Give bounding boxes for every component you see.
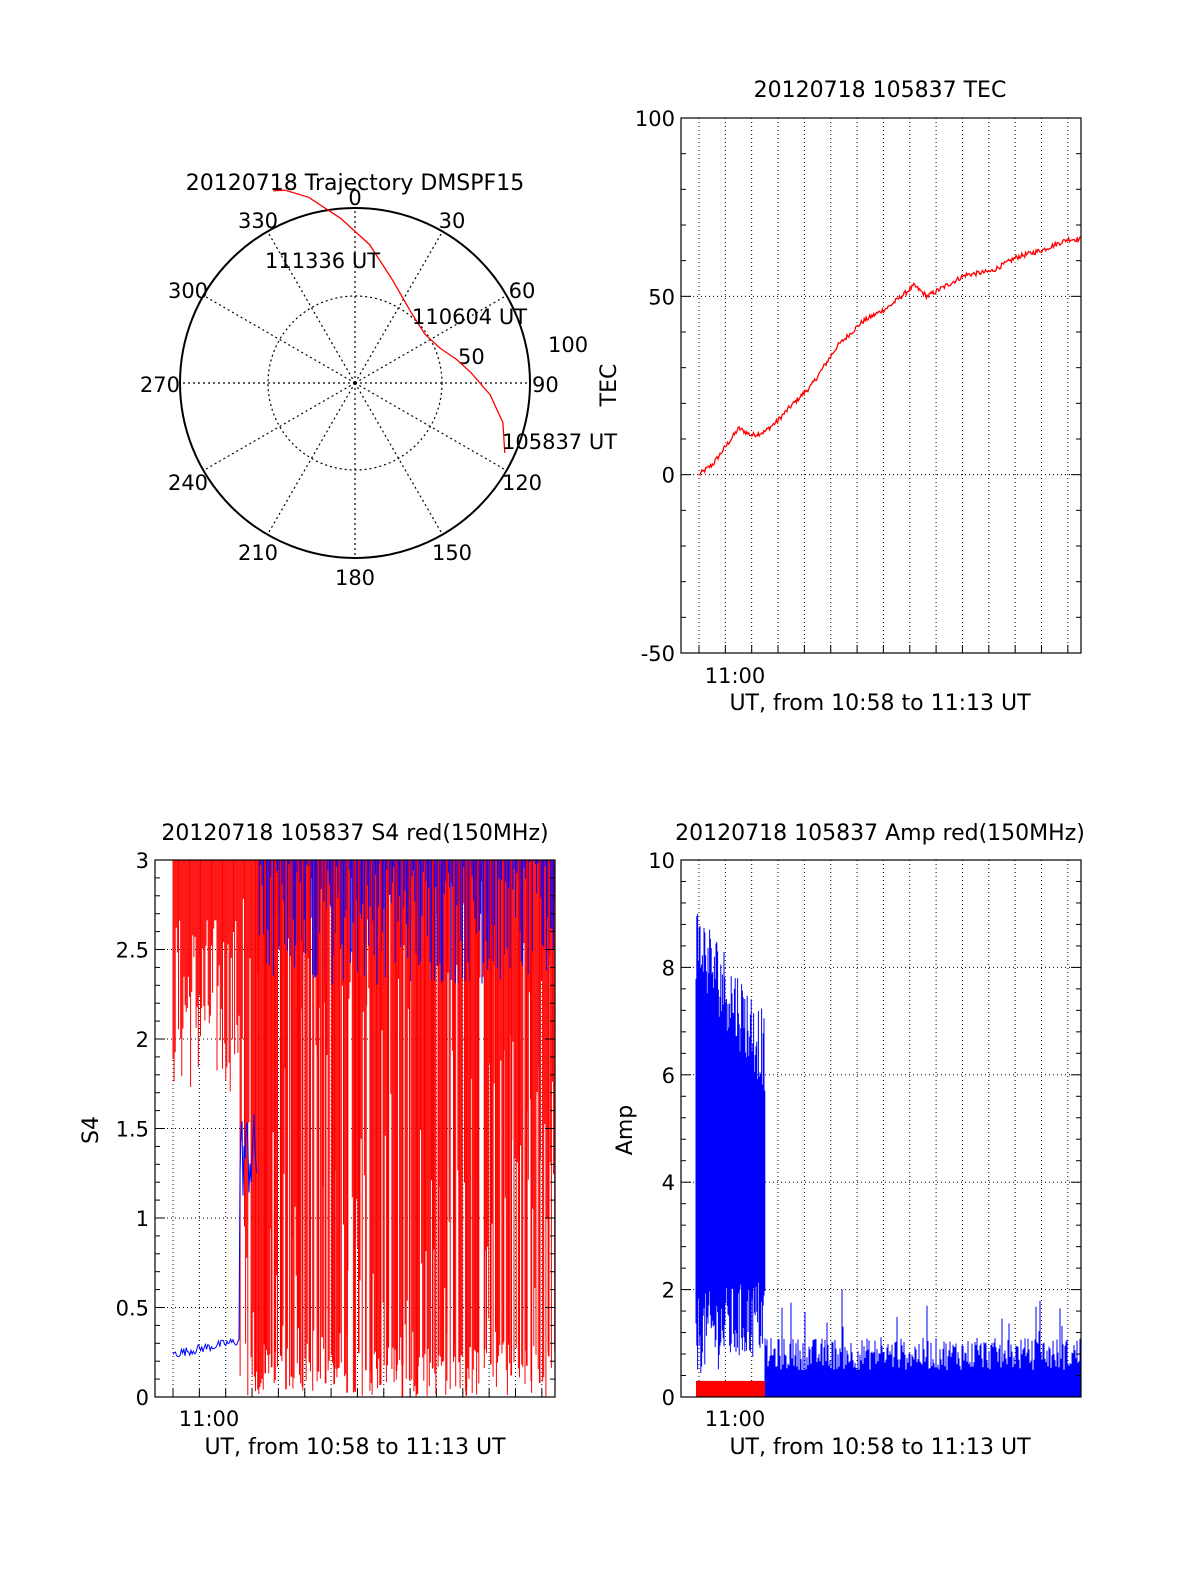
polar-panel: 20120718 Trajectory DMSPF15 0 30 60 90 120 15… xyxy=(140,171,617,590)
amp-y-ticks: 10 8 6 4 2 0 xyxy=(648,849,1081,1410)
polar-azimuth-label-300: 300 xyxy=(168,279,208,303)
y-tick-label: 2 xyxy=(662,1279,675,1303)
y-tick-label: 1 xyxy=(136,1207,149,1231)
s4-blue-low xyxy=(172,1113,258,1358)
tec-x-tick-label: 11:00 xyxy=(705,664,766,688)
amp-blue-trace xyxy=(695,913,1081,1397)
s4-title: 20120718 105837 S4 red(150MHz) xyxy=(161,821,548,846)
amp-red-trace xyxy=(696,1380,765,1397)
polar-azimuth-labels: 0 30 60 90 120 150 180 210 240 270 300 330 xyxy=(140,186,559,590)
y-tick-label: 2 xyxy=(136,1028,149,1052)
polar-spoke-150 xyxy=(354,382,444,535)
s4-blue-series xyxy=(172,860,556,1397)
polar-azimuth-label-180: 180 xyxy=(335,566,375,590)
amp-plot-frame xyxy=(680,859,1082,1398)
y-tick-label: 50 xyxy=(648,285,675,309)
polar-azimuth-label-120: 120 xyxy=(502,471,542,495)
tec-y-ticks: 100 50 0 -50 xyxy=(635,107,1081,666)
polar-azimuth-label-90: 90 xyxy=(532,373,559,397)
polar-spoke-330 xyxy=(266,231,356,384)
amp-blue-series xyxy=(695,913,1081,1397)
tec-title: 20120718 105837 TEC xyxy=(754,78,1007,103)
tec-panel: 20120718 105837 TEC 100 50 0 -50 11:00 UT, … xyxy=(597,78,1082,716)
polar-azimuth-label-0: 0 xyxy=(348,186,361,210)
polar-ring-label-50: 50 xyxy=(458,345,485,369)
polar-spoke-30 xyxy=(354,231,444,384)
amp-x-axis-label: UT, from 10:58 to 11:13 UT xyxy=(729,1435,1031,1460)
polar-azimuth-label-210: 210 xyxy=(238,541,278,565)
s4-x-tick-label: 11:00 xyxy=(179,1407,240,1431)
trajectory-end-label: 111336 UT xyxy=(265,249,380,273)
polar-spoke-210 xyxy=(266,382,356,535)
amp-panel: 20120718 105837 Amp red(150MHz) 1086420 … xyxy=(613,821,1085,1460)
polar-azimuth-label-30: 30 xyxy=(439,209,466,233)
y-tick-label: 0.5 xyxy=(116,1297,149,1321)
polar-spoke-240 xyxy=(203,382,356,472)
y-tick-label: 0 xyxy=(662,464,675,488)
s4-red-overlay xyxy=(257,860,550,1397)
polar-azimuth-label-270: 270 xyxy=(140,373,180,397)
y-tick-label: 3 xyxy=(136,849,149,873)
polar-azimuth-label-150: 150 xyxy=(432,541,472,565)
tec-plot-frame xyxy=(680,117,1082,654)
trajectory-start-label: 105837 UT xyxy=(502,430,617,454)
polar-spoke-120 xyxy=(354,382,507,472)
y-tick-label: 4 xyxy=(662,1171,675,1195)
y-tick-label: 0 xyxy=(662,1386,675,1410)
s4-panel: 20120718 105837 S4 red(150MHz) 3 2.5 2 1.5 1… xyxy=(79,821,556,1460)
y-tick-label: 1.5 xyxy=(116,1118,149,1142)
trajectory-mid-label: 110604 UT xyxy=(412,305,527,329)
s4-y-axis-label: S4 xyxy=(79,1116,104,1144)
polar-grid xyxy=(180,208,530,558)
polar-outer-ring xyxy=(179,207,531,559)
s4-y-ticks: 3 2.5 2 1.5 1 0.5 0 xyxy=(116,849,555,1410)
y-tick-label: 10 xyxy=(648,849,675,873)
tec-grid xyxy=(681,118,1081,653)
tec-y-axis-label: TEC xyxy=(597,364,622,408)
y-tick-label: 100 xyxy=(635,107,675,131)
trajectory-line xyxy=(273,189,506,453)
polar-azimuth-label-240: 240 xyxy=(168,471,208,495)
y-tick-label: 6 xyxy=(662,1064,675,1088)
polar-ring-label-100: 100 xyxy=(548,333,588,357)
polar-azimuth-label-60: 60 xyxy=(509,279,536,303)
amp-red-series xyxy=(696,1380,765,1397)
polar-azimuth-label-330: 330 xyxy=(238,209,278,233)
tec-series-line xyxy=(698,235,1082,477)
y-tick-label: 2.5 xyxy=(116,939,149,963)
amp-x-tick-label: 11:00 xyxy=(705,1407,766,1431)
y-tick-label: 0 xyxy=(136,1386,149,1410)
polar-spoke-60 xyxy=(354,294,507,384)
amp-y-axis-label: Amp xyxy=(613,1105,638,1155)
y-tick-label: -50 xyxy=(641,642,675,666)
amp-title: 20120718 105837 Amp red(150MHz) xyxy=(675,821,1085,846)
polar-spoke-300 xyxy=(203,294,356,384)
s4-x-axis-label: UT, from 10:58 to 11:13 UT xyxy=(204,1435,506,1460)
tec-x-axis-label: UT, from 10:58 to 11:13 UT xyxy=(729,691,1031,716)
polar-title: 20120718 Trajectory DMSPF15 xyxy=(186,171,524,196)
y-tick-label: 8 xyxy=(662,956,675,980)
